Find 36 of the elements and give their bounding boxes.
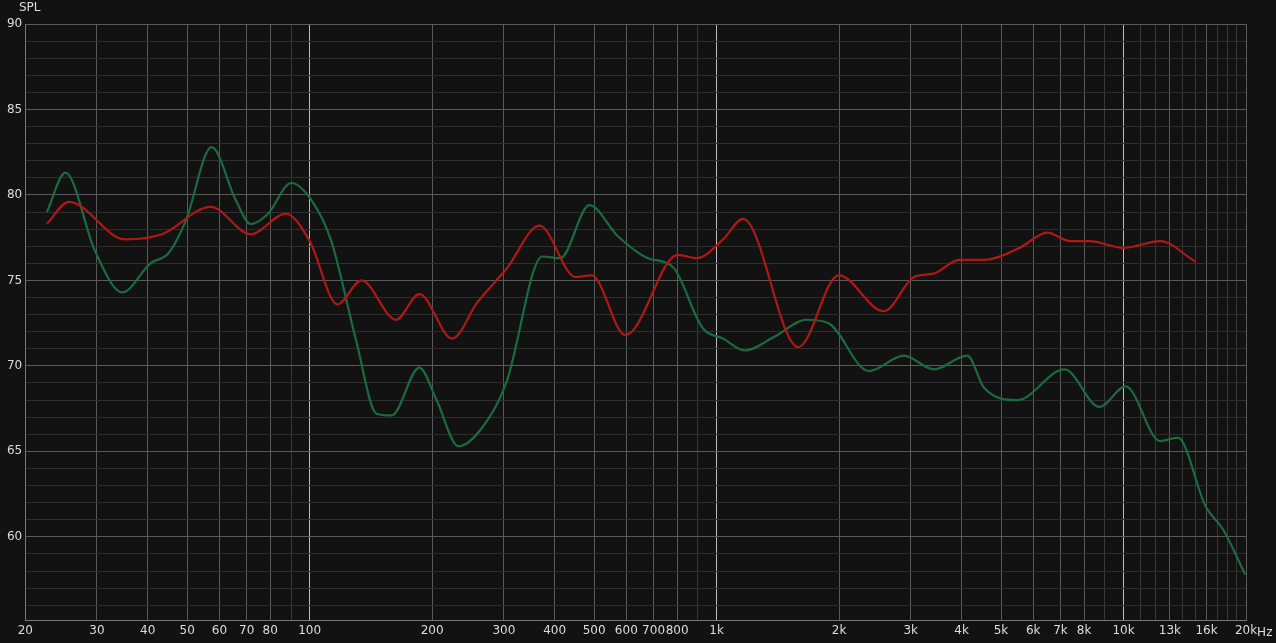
- x-tick-label: 400: [543, 622, 567, 637]
- x-tick-label: 10k: [1112, 622, 1135, 637]
- x-tick-label: 16k: [1195, 622, 1218, 637]
- x-tick-label: 800: [665, 622, 689, 637]
- x-tick-label: 1k: [709, 622, 724, 637]
- y-tick-label: 80: [6, 187, 23, 202]
- x-tick-label: 5k: [993, 622, 1009, 637]
- x-tick-label: 7k: [1053, 622, 1068, 637]
- x-tick-label: 8k: [1076, 622, 1092, 637]
- x-tick-label: 200: [420, 622, 444, 637]
- x-tick-label: 30: [89, 622, 105, 637]
- x-tick-label: 6k: [1025, 622, 1041, 637]
- x-tick-label: 300: [492, 622, 516, 637]
- x-tick-label: 70: [239, 622, 255, 637]
- y-tick-label: 70: [6, 358, 23, 373]
- y-axis-title: SPL: [19, 0, 41, 15]
- y-tick-label: 85: [6, 101, 23, 116]
- x-tick-label: 500: [582, 622, 606, 637]
- x-tick-label: 2k: [831, 622, 847, 637]
- x-tick-label: 80: [262, 622, 278, 637]
- y-tick-label: 90: [6, 16, 23, 31]
- x-tick-label: 3k: [903, 622, 919, 637]
- x-tick-label: 60: [211, 622, 228, 637]
- x-tick-label: 40: [140, 622, 156, 637]
- y-tick-label: 65: [6, 443, 23, 458]
- x-tick-label: 50: [179, 622, 195, 637]
- x-tick-label: 13k: [1158, 622, 1182, 637]
- x-tick-label: 700: [642, 622, 666, 637]
- x-axis-title: Hz: [1257, 624, 1273, 639]
- x-tick-label: 600: [614, 622, 638, 637]
- x-tick-label: 100: [298, 622, 322, 637]
- y-tick-label: 60: [6, 528, 23, 543]
- x-tick-label: 20k: [1234, 622, 1258, 637]
- x-tick-label: 4k: [954, 622, 969, 637]
- x-tick-label: 20: [17, 622, 33, 637]
- y-tick-label: 75: [6, 272, 23, 287]
